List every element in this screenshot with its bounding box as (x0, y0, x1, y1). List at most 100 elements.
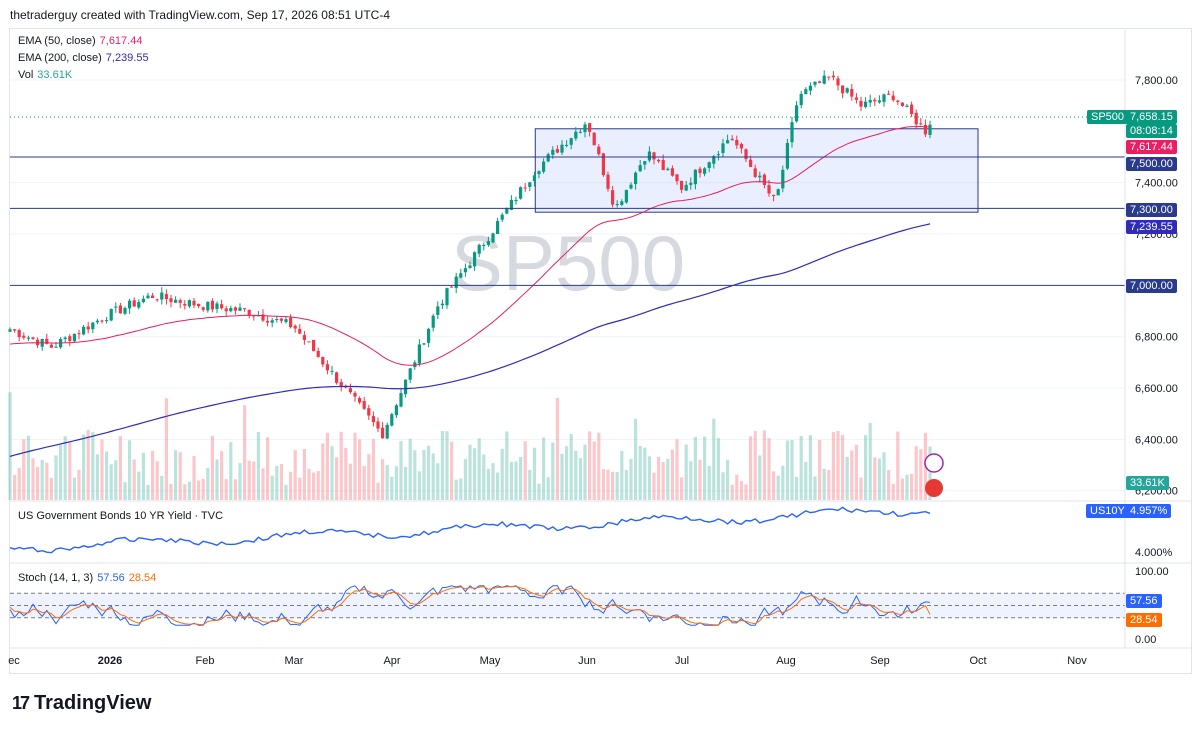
price-tick-label: 6,400.00 (1135, 434, 1178, 446)
candle-body (54, 346, 58, 348)
volume-bar (210, 436, 214, 500)
volume-bar (836, 431, 840, 500)
candle-body (86, 326, 90, 330)
candle-body (72, 333, 76, 342)
chart-area[interactable] (9, 28, 1192, 674)
legend-vol-value: 33.61K (37, 69, 73, 81)
volume-bar (693, 437, 697, 500)
volume-bar (615, 472, 619, 500)
candle-body (555, 149, 559, 153)
volume-bar (675, 439, 679, 500)
volume-bar (624, 470, 628, 500)
volume-bar (82, 434, 86, 500)
volume-bar (450, 441, 454, 500)
volume-bar (238, 463, 242, 500)
legend-ema200[interactable]: EMA (200, close) 7,239.55 (18, 52, 149, 64)
stoch-legend[interactable]: Stoch (14, 1, 3) 57.56 28.54 (18, 572, 156, 584)
volume-bar (22, 439, 26, 500)
candle-body (422, 343, 426, 345)
volume-bar (36, 466, 40, 500)
ema50-line (9, 126, 931, 366)
volume-bar (652, 472, 656, 500)
candle-body (565, 144, 569, 146)
candle-body (468, 265, 472, 269)
candle-body (233, 307, 237, 311)
volume-bar (592, 441, 596, 500)
candle-body (528, 182, 532, 187)
legend-vol[interactable]: Vol 33.61K (18, 69, 72, 81)
volume-bar (445, 431, 449, 500)
volume-bar (77, 469, 81, 500)
vol-tag: 33.61K (1126, 476, 1169, 490)
volume-bar (440, 431, 444, 500)
volume-bar (431, 453, 435, 500)
candle-body (583, 124, 587, 133)
volume-bar (638, 445, 642, 500)
candle-body (77, 333, 81, 335)
candle-body (399, 393, 403, 407)
volume-bar (781, 465, 785, 500)
volume-bar (160, 475, 164, 500)
volume-bar (128, 440, 132, 500)
us10y-line (9, 506, 931, 554)
candle-body (703, 168, 707, 174)
candle-body (661, 159, 665, 171)
volume-bar (31, 458, 35, 500)
volume-bar (284, 484, 288, 500)
candle-body (744, 149, 748, 160)
volume-bar (325, 432, 329, 500)
candle-body (624, 189, 628, 203)
candle-body (887, 93, 891, 95)
event-lightning-icon[interactable] (924, 453, 944, 473)
candle-body (243, 308, 247, 310)
candle-body (891, 95, 895, 101)
candle-body (496, 221, 500, 235)
volume-bar (514, 461, 518, 500)
candle-body (187, 300, 191, 307)
volume-bar (86, 429, 90, 500)
candle-body (551, 149, 555, 155)
candle-body (684, 184, 688, 191)
volume-bar (293, 450, 297, 500)
volume-bar (49, 478, 53, 500)
legend-ema50[interactable]: EMA (50, close) 7,617.44 (18, 35, 142, 47)
candle-body (509, 199, 513, 210)
candle-body (155, 299, 159, 301)
volume-bar (767, 438, 771, 500)
us10y-symbol-tag: US10Y (1086, 504, 1129, 518)
volume-bar (703, 436, 707, 500)
tradingview-logo[interactable]: 17 TradingView (12, 692, 151, 715)
candle-body (611, 190, 615, 205)
candle-body (348, 388, 352, 393)
candle-body (643, 161, 647, 165)
candle-body (128, 300, 132, 309)
volume-bar (118, 436, 122, 500)
us-flag-event-icon[interactable] (925, 479, 943, 497)
volume-bar (109, 464, 113, 500)
volume-bar (197, 480, 201, 500)
candle-body (247, 309, 251, 316)
volume-bar (491, 463, 495, 500)
candle-body (799, 93, 803, 106)
candle-body (137, 302, 141, 308)
volume-bar (114, 460, 118, 500)
volume-bar (399, 441, 403, 500)
candle-body (17, 330, 21, 338)
volume-bar (477, 438, 481, 500)
candle-body (417, 344, 421, 364)
candle-body (109, 308, 113, 321)
candle-body (206, 301, 210, 311)
ema200-line (9, 223, 931, 457)
candle-body (914, 112, 918, 125)
stoch-d-line (9, 585, 931, 626)
volume-bar (606, 469, 610, 500)
volume-bar (339, 431, 343, 500)
candle-body (275, 318, 279, 320)
candle-body (224, 308, 228, 312)
candle-body (63, 337, 67, 340)
candle-body (670, 168, 674, 176)
volume-bar (353, 432, 357, 500)
candle-body (647, 151, 651, 161)
